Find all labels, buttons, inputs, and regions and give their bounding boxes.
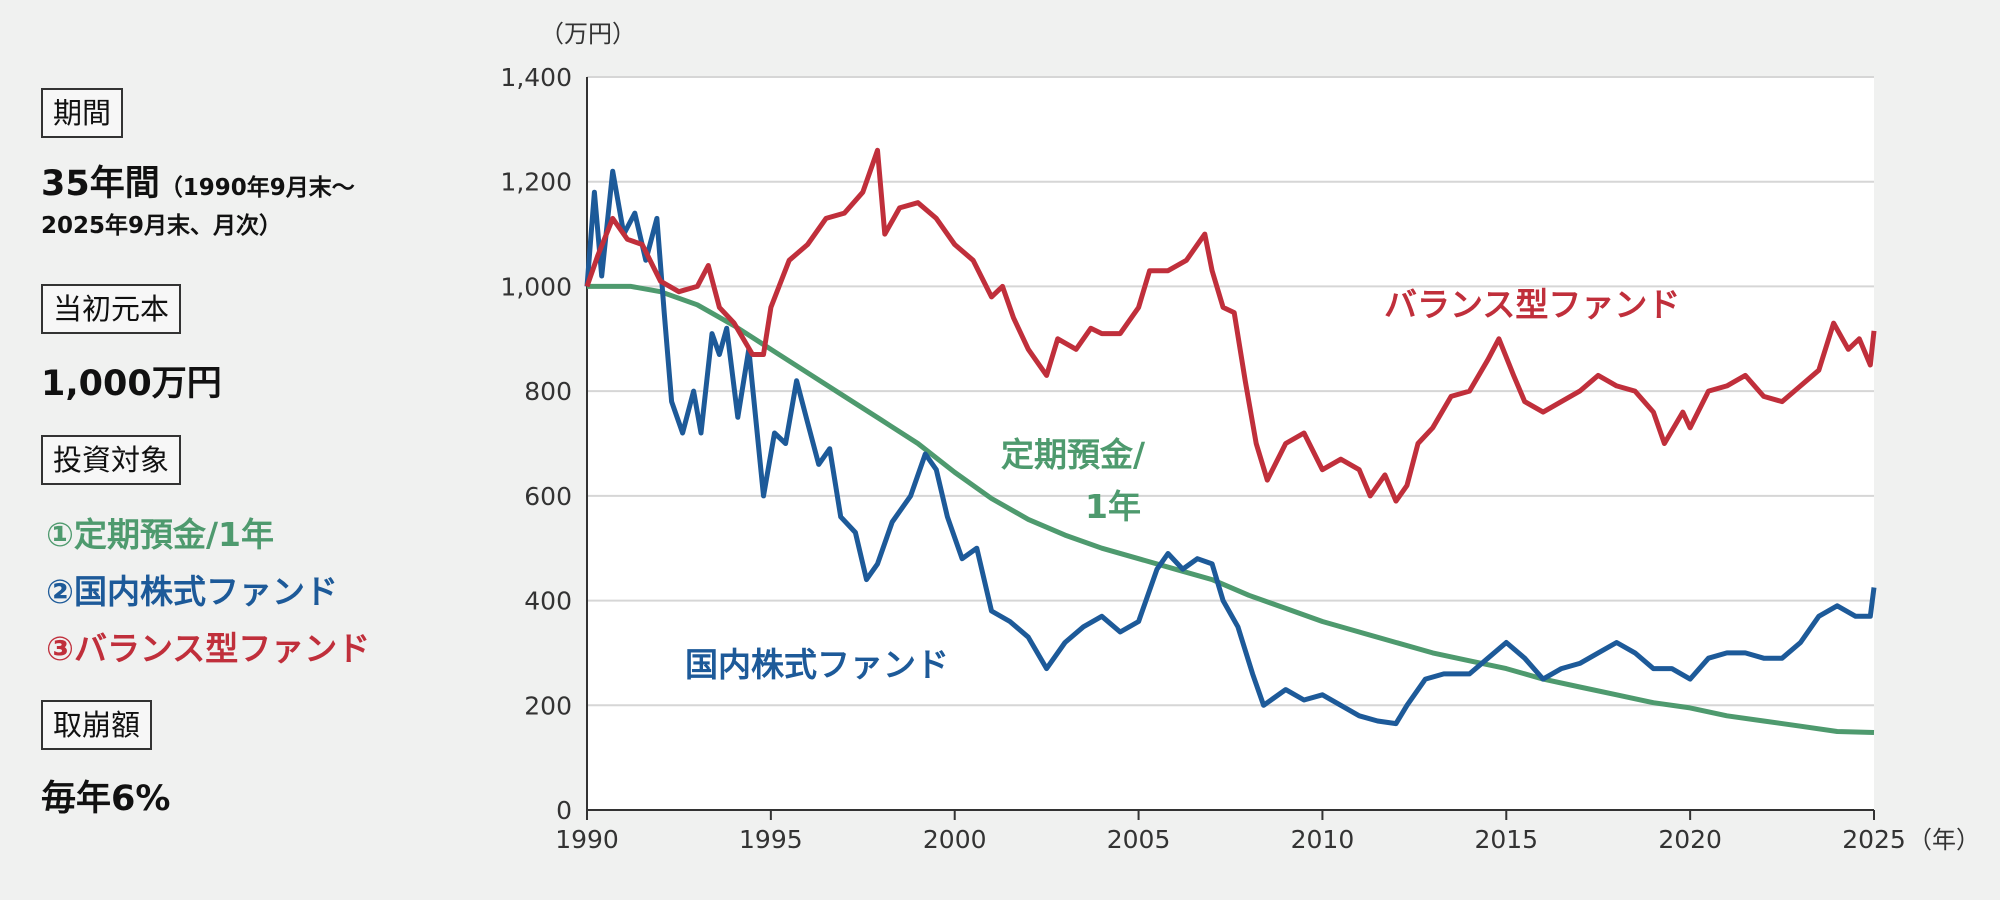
target-domestic-fund: ②国内株式ファンド (46, 572, 338, 611)
annotation-deposit-2: 1年 (1085, 487, 1141, 526)
x-tick-label: 1995 (739, 825, 803, 854)
target-deposit: ①定期預金/1年 (46, 515, 274, 554)
plot-area (587, 77, 1874, 810)
target-balanced-fund: ③バランス型ファンド (46, 629, 371, 668)
targets-label-box: 投資対象 (41, 435, 182, 485)
principal-value: 1,000万円 (41, 364, 222, 404)
period-years: 35年間 (41, 164, 160, 204)
y-tick-label: 200 (524, 691, 572, 720)
y-tick-label: 400 (524, 587, 572, 616)
y-axis-unit-label: （万円） (540, 20, 636, 48)
period-value: 35年間（1990年9月末〜 (41, 155, 355, 206)
y-tick-label: 0 (556, 796, 572, 825)
x-axis-unit-label: （年） (1908, 826, 1980, 854)
y-tick-label: 1,400 (500, 63, 572, 92)
annotation-deposit-1: 定期預金/ (1001, 435, 1146, 474)
x-tick-label: 2000 (923, 825, 987, 854)
y-tick-label: 1,000 (500, 272, 572, 301)
x-tick-label: 2005 (1107, 825, 1171, 854)
series-line-balanced (584, 147, 1877, 504)
x-tick-label: 2010 (1291, 825, 1355, 854)
x-tick-label: 2025 (1842, 825, 1906, 854)
y-tick-label: 800 (524, 377, 572, 406)
x-tick-label: 1990 (555, 825, 619, 854)
period-label-box: 期間 (41, 88, 124, 138)
series-line-domestic (584, 168, 1877, 727)
withdrawal-value: 毎年6% (41, 779, 171, 819)
annotation-balanced-fund: バランス型ファンド (1384, 285, 1681, 324)
x-tick-label: 2020 (1658, 825, 1722, 854)
period-detail-1: （1990年9月末〜 (159, 175, 355, 201)
annotation-domestic-fund: 国内株式ファンド (685, 645, 949, 684)
principal-label-box: 当初元本 (41, 284, 182, 334)
series-line-deposit (587, 283, 1875, 735)
x-tick-label: 2015 (1474, 825, 1538, 854)
y-tick-label: 1,200 (500, 168, 572, 197)
withdrawal-label-box: 取崩額 (41, 700, 153, 750)
y-tick-label: 600 (524, 482, 572, 511)
period-detail-2: 2025年9月末、月次） (41, 213, 283, 239)
